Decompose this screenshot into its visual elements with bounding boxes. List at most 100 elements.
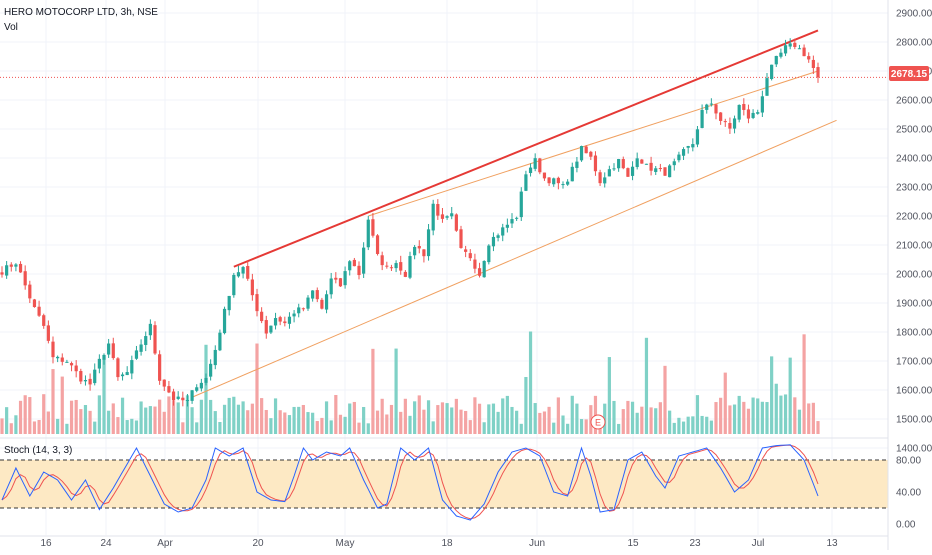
earnings-marker[interactable]: E <box>590 414 606 430</box>
candle-body <box>417 246 421 249</box>
volume-bar <box>209 399 213 434</box>
resistance-trendline[interactable] <box>233 29 819 268</box>
volume-bar <box>788 357 792 434</box>
volume-bar <box>18 400 23 434</box>
candle-body <box>0 272 4 275</box>
x-tick-label: 16 <box>40 538 52 549</box>
volume-bar <box>306 412 310 434</box>
candle-body <box>79 371 83 382</box>
volume-bar <box>334 394 338 434</box>
candle-body <box>362 247 366 274</box>
candle-body <box>171 391 176 401</box>
x-tick-label: 24 <box>100 538 112 549</box>
candle-body <box>88 378 92 385</box>
volume-bar <box>510 406 514 434</box>
volume-bar <box>14 415 18 434</box>
channel-lower-trendline[interactable] <box>191 119 837 398</box>
volume-bar <box>700 415 704 434</box>
candle-body <box>162 379 166 387</box>
volume-bar <box>144 407 148 434</box>
x-tick-label: 15 <box>627 538 639 549</box>
volume-bar <box>199 399 203 434</box>
candle-body <box>524 174 528 191</box>
volume-bar <box>719 397 723 434</box>
candle-body <box>297 307 301 314</box>
candle-body <box>487 245 491 263</box>
volume-bar <box>348 403 352 434</box>
candle-body <box>394 263 398 269</box>
candle-body <box>167 386 171 393</box>
volume-bar <box>338 414 343 434</box>
volume-bar <box>107 410 111 434</box>
trendlines[interactable] <box>0 29 888 398</box>
volume-bar <box>278 410 282 434</box>
volume-bar <box>292 406 296 434</box>
volume-bar <box>515 410 519 434</box>
volume-bar <box>654 408 658 434</box>
candle-body <box>547 177 551 184</box>
candle-body <box>593 155 598 172</box>
candle-body <box>797 48 802 50</box>
candle-body <box>556 177 560 184</box>
candle-body <box>459 229 463 248</box>
volume-bar <box>672 422 676 434</box>
stoch-band <box>0 460 888 508</box>
volume-bar <box>273 398 278 434</box>
volume-bar <box>436 405 440 434</box>
candle-body <box>5 265 9 276</box>
volume-bar <box>732 404 737 434</box>
volume-bar <box>505 395 509 434</box>
candle-body <box>477 268 482 276</box>
candle-body <box>788 43 792 47</box>
price-tag: 2678.15 <box>889 66 929 81</box>
x-tick-label: 20 <box>252 538 264 549</box>
candle-body <box>533 158 537 169</box>
candle-body <box>501 227 505 236</box>
volume-bar <box>811 402 815 434</box>
volume-bar <box>793 397 797 434</box>
candle-body <box>686 146 690 148</box>
volume-bar <box>737 395 741 434</box>
candle-body <box>209 363 213 377</box>
candle-body <box>306 297 310 309</box>
volume-bar <box>56 418 60 434</box>
candle-body <box>598 172 602 184</box>
volume-bar <box>640 406 644 434</box>
channel-upper-trendline[interactable] <box>368 70 819 217</box>
volume-bar <box>533 403 537 434</box>
candle-body <box>28 284 32 299</box>
volume-bar <box>783 394 788 434</box>
candle-body <box>111 343 115 359</box>
volume-bar <box>705 416 709 434</box>
volume-bar <box>260 398 264 434</box>
stoch-tick-label: 80.00 <box>896 456 921 467</box>
candle-body <box>144 336 148 345</box>
candle-body <box>42 315 46 326</box>
y-tick-label: 1800.00 <box>896 328 932 339</box>
volume-bar <box>204 344 208 434</box>
candle-body <box>375 235 380 254</box>
candle-body <box>654 168 658 172</box>
candle-body <box>705 104 709 110</box>
volume-bar <box>816 421 820 434</box>
candle-body <box>93 369 97 384</box>
y-tick-label: 2400.00 <box>896 154 932 165</box>
volume-bar <box>190 407 194 434</box>
candle-body <box>640 159 644 164</box>
candle-body <box>334 277 338 280</box>
candle-body <box>607 169 611 177</box>
volume-bar <box>528 331 533 434</box>
candle-body <box>158 354 162 381</box>
volume-bar <box>422 409 426 434</box>
volume-bar <box>626 400 630 434</box>
candle-body <box>709 103 713 105</box>
candle-body <box>273 318 278 326</box>
candle-body <box>649 162 653 171</box>
volume-bar <box>408 415 412 434</box>
volume-bar <box>709 420 713 434</box>
volume-bar <box>802 334 806 434</box>
candle-body <box>811 59 815 68</box>
